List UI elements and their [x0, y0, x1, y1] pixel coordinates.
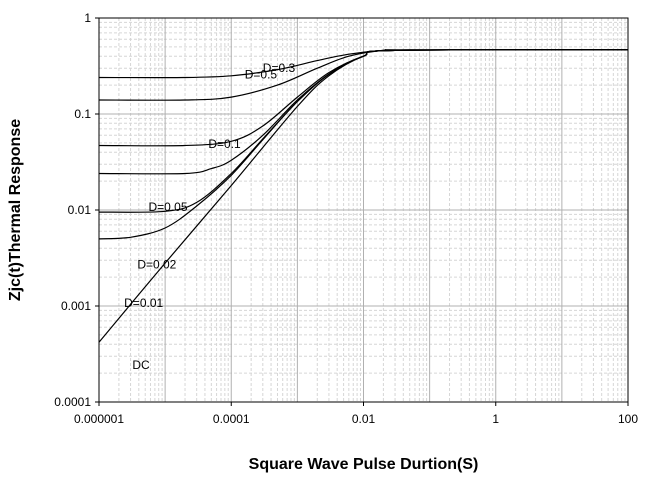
curve-label-d-0-3: D=0.3 — [263, 61, 296, 75]
y-tick-label: 0.0001 — [54, 395, 91, 409]
x-axis-tick-labels: 0.000001 0.0001 0.01 1 100 — [74, 402, 638, 426]
y-tick-label: 0.01 — [68, 203, 92, 217]
curve-label-d-0-05: D=0.05 — [148, 200, 187, 214]
curve-label-d-0-02: D=0.02 — [137, 258, 176, 272]
x-tick-label: 0.000001 — [74, 412, 124, 426]
curve-labels: D=0.3D=0.5 D=0.1 D=0.05 D=0.02 D=0.01 DC — [124, 61, 295, 372]
x-tick-label: 1 — [492, 412, 499, 426]
y-axis-tick-labels: 1 0.1 0.01 0.001 0.0001 — [54, 11, 99, 409]
series-line-dc — [98, 49, 629, 343]
x-tick-label: 0.0001 — [213, 412, 250, 426]
series-lines — [98, 49, 629, 343]
y-axis-title: Zjc(t)Thermal Response — [7, 119, 24, 301]
curve-label-d-0-1: D=0.1 — [208, 137, 241, 151]
curve-label-dc: DC — [132, 358, 150, 372]
x-tick-label: 0.01 — [352, 412, 376, 426]
x-tick-label: 100 — [618, 412, 638, 426]
x-axis-title: Square Wave Pulse Durtion(S) — [249, 456, 479, 473]
y-tick-label: 0.001 — [61, 299, 91, 313]
y-tick-label: 1 — [84, 11, 91, 25]
y-tick-label: 0.1 — [74, 107, 91, 121]
curve-label-d-0-01: D=0.01 — [124, 296, 163, 310]
curve-label-d-0-5: D=0.5 — [245, 67, 278, 81]
